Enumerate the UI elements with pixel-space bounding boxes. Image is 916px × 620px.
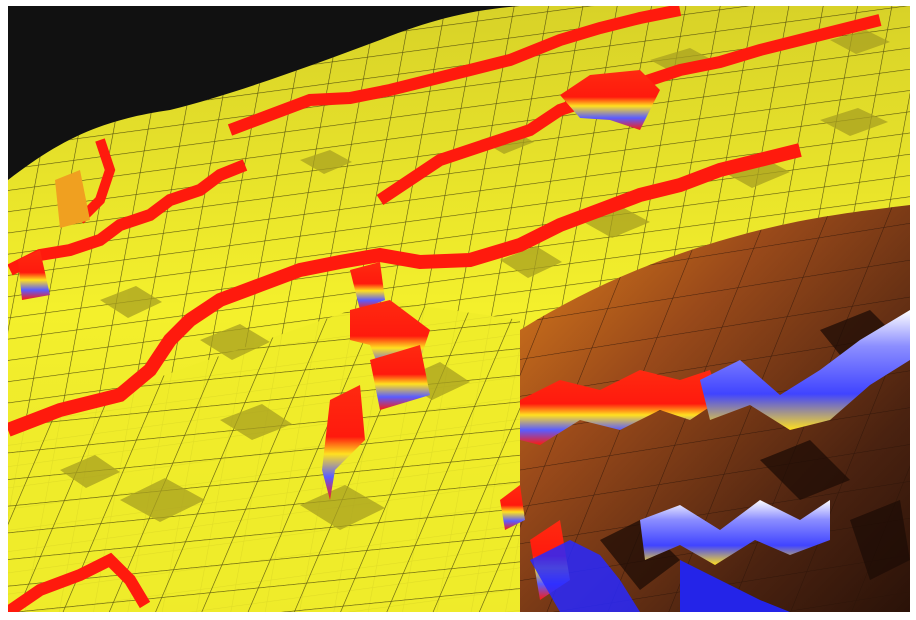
blue-faults <box>530 310 910 612</box>
fault-walls <box>18 70 720 600</box>
render-area <box>8 6 910 612</box>
